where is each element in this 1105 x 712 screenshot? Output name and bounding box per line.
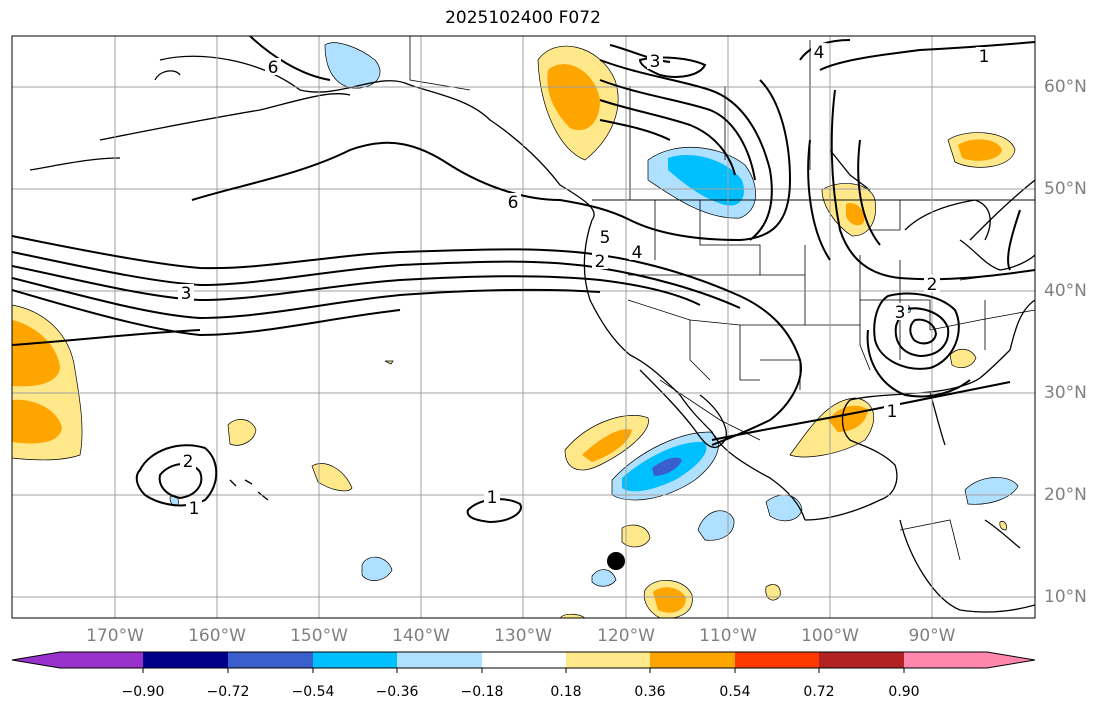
colorbar-segment [566, 652, 650, 668]
colorbar-segment [397, 652, 482, 668]
colorbar [11, 651, 1036, 673]
lon-label: 110°W [699, 626, 757, 646]
colorbar-tick-label: −0.54 [291, 684, 335, 700]
colorbar-tick-label: 0.72 [803, 684, 835, 700]
colorbar-segment [228, 652, 313, 668]
lat-label: 50°N [1044, 179, 1087, 199]
colorbar-segment [650, 652, 735, 668]
contour-label: 2 [183, 452, 194, 472]
colorbar-segment [904, 652, 1035, 668]
contour-label: 6 [508, 193, 519, 213]
contour-label: 5 [600, 228, 611, 248]
lon-label: 140°W [392, 626, 450, 646]
contour-label: 1 [979, 47, 990, 67]
colorbar-segment [735, 652, 819, 668]
colorbar-tick-label: 0.18 [550, 684, 582, 700]
coastlines [29, 55, 1035, 613]
colorbar-segment [482, 652, 566, 668]
lon-label: 170°W [86, 626, 144, 646]
contour-label: 3 [650, 52, 661, 72]
lon-label: 100°W [801, 626, 859, 646]
colorbar-segments [11, 651, 1036, 673]
contour-label: 1 [887, 402, 898, 422]
lon-label: 130°W [494, 626, 552, 646]
colorbar-tick-label: −0.90 [121, 684, 165, 700]
colorbar-outline [11, 651, 1036, 669]
colorbar-segment [12, 652, 143, 668]
contour-label: 6 [268, 58, 279, 78]
lat-label: 60°N [1044, 77, 1087, 97]
lat-label: 10°N [1044, 587, 1087, 607]
colorbar-segment [143, 652, 228, 668]
map-frame [11, 35, 1036, 619]
lon-label: 160°W [188, 626, 246, 646]
contour-label: 4 [814, 43, 825, 63]
lat-label: 20°N [1044, 485, 1087, 505]
contour-label: 1 [487, 488, 498, 508]
lat-label: 30°N [1044, 383, 1087, 403]
contour-label-group: 6 6 5 4 2 3 3 4 1 3 2 1 2 1 [178, 43, 992, 519]
map-title: 2025102400 F072 [445, 8, 601, 28]
contour-label: 1 [189, 499, 200, 519]
lon-label: 120°W [597, 626, 655, 646]
colorbar-tick-label: 0.36 [634, 684, 666, 700]
lat-label: 40°N [1044, 281, 1087, 301]
political-borders [409, 36, 1035, 561]
colorbar-tick-label: −0.72 [206, 684, 250, 700]
graticule [12, 36, 1035, 618]
contour-label: 2 [927, 275, 938, 295]
contour-label: 4 [632, 243, 643, 263]
colorbar-segment [313, 652, 397, 668]
colorbar-tick-label: −0.18 [460, 684, 504, 700]
storm-position-marker [607, 552, 625, 570]
colorbar-tick-label: −0.36 [375, 684, 419, 700]
contour-label: 3 [895, 303, 906, 323]
contour-label: 2 [595, 252, 606, 272]
lon-label: 150°W [290, 626, 348, 646]
lon-label: 90°W [908, 626, 956, 646]
colorbar-tick-label: 0.54 [719, 684, 751, 700]
contour-label: 3 [181, 284, 192, 304]
colorbar-tick-label: 0.90 [888, 684, 920, 700]
colorbar-segment [819, 652, 904, 668]
